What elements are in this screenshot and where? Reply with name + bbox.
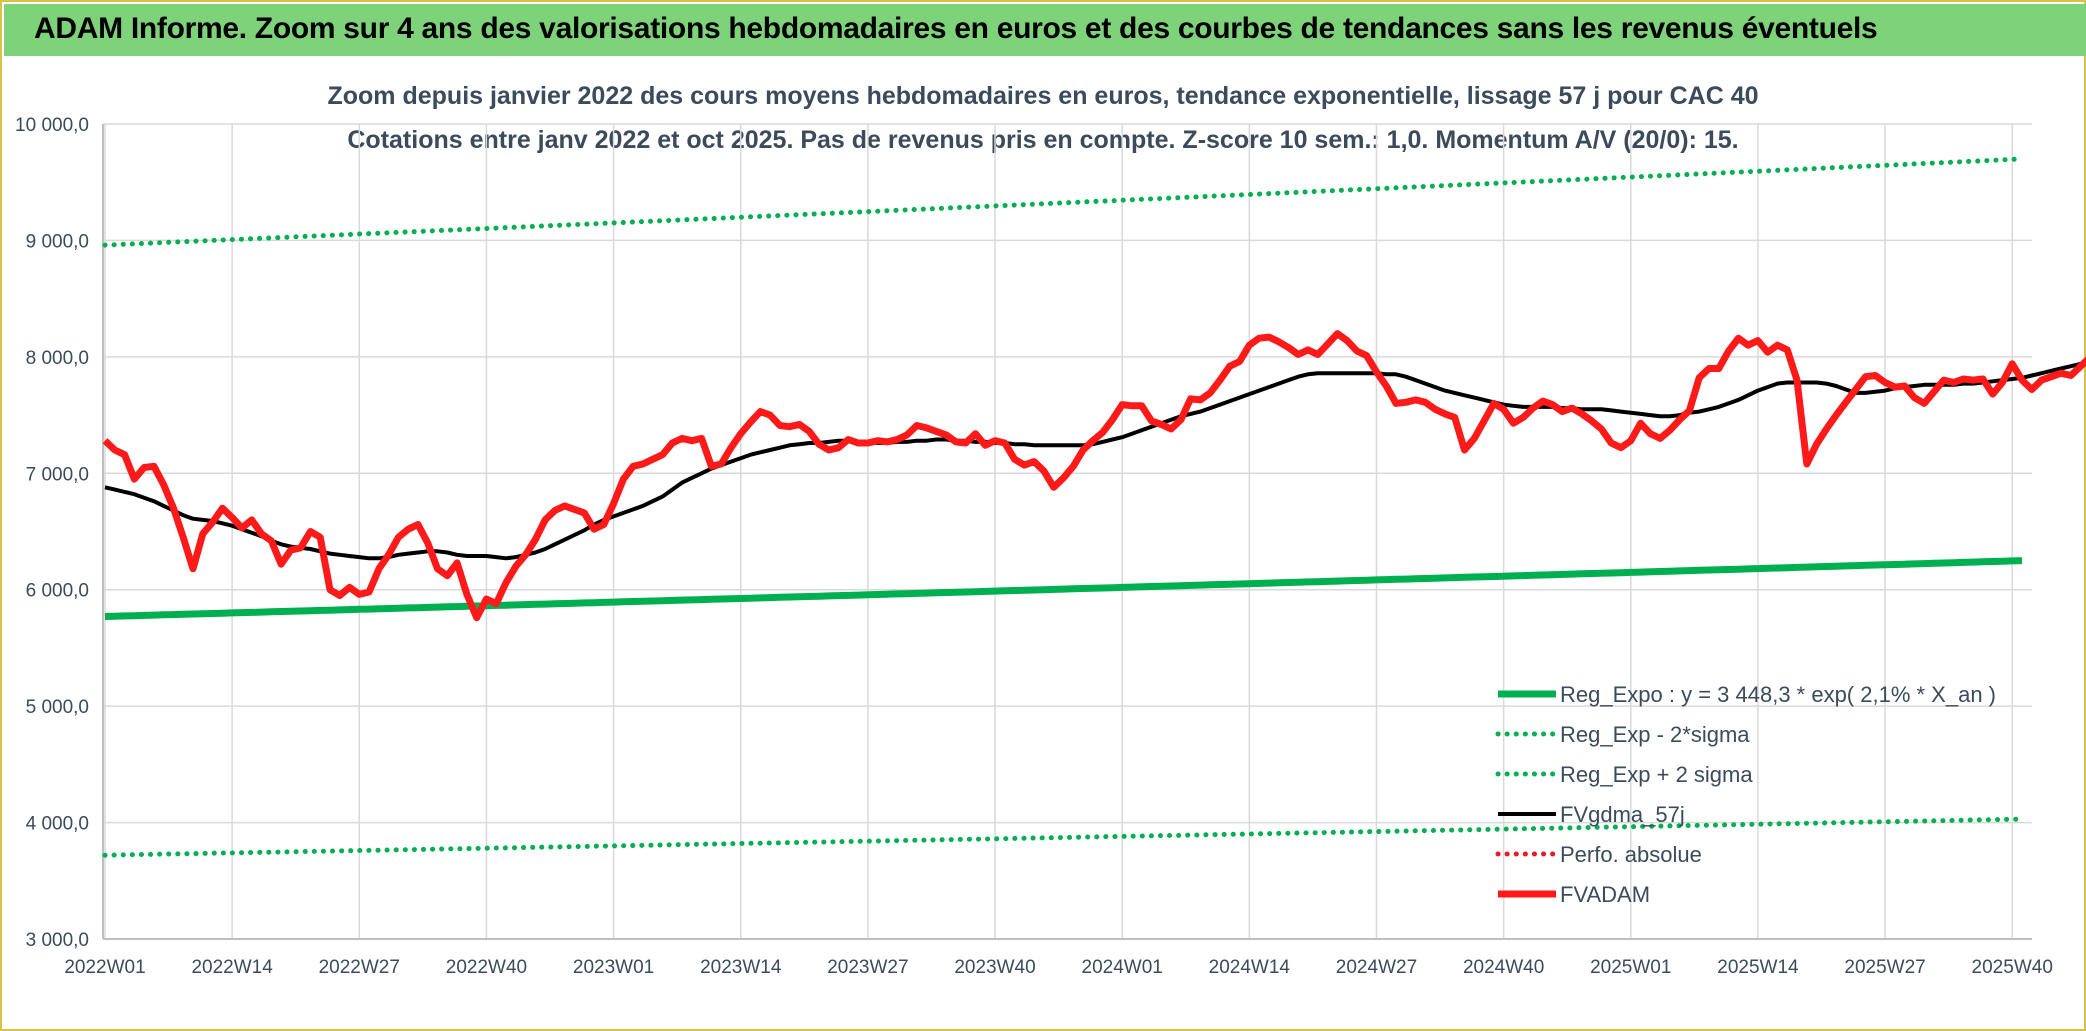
series-fvgdma-57j <box>104 360 2086 561</box>
x-tick-label: 2025W01 <box>1590 957 1671 978</box>
legend-label: FVADAM <box>1560 882 1650 907</box>
series-reg-exp-plus-2sigma <box>102 156 2025 248</box>
series-fvadam <box>102 330 2086 622</box>
legend-label: Reg_Expo : y = 3 448,3 * exp( 2,1% * X_a… <box>1560 682 1996 707</box>
title-banner: ADAM Informe. Zoom sur 4 ans des valoris… <box>4 4 2086 56</box>
series-reg-exp-minus-2sigma <box>102 816 2025 858</box>
x-tick-label: 2023W01 <box>573 957 654 978</box>
chart-subtitle: Cotations entre janv 2022 et oct 2025. P… <box>347 126 1739 154</box>
y-tick-label: 9 000,0 <box>26 231 89 252</box>
x-tick-label: 2025W40 <box>1972 957 2053 978</box>
series-reg-expo <box>104 557 2023 620</box>
legend-label: FVgdma_57j <box>1560 802 1685 827</box>
x-tick-label: 2024W01 <box>1082 957 1163 978</box>
x-tick-label: 2025W14 <box>1717 957 1799 978</box>
x-tick-label: 2024W27 <box>1336 957 1417 978</box>
x-tick-label: 2023W14 <box>700 957 782 978</box>
y-tick-label: 3 000,0 <box>26 930 89 951</box>
legend-label: Perfo. absolue <box>1560 842 1702 867</box>
legend-label: Reg_Exp + 2 sigma <box>1560 762 1753 787</box>
x-tick-label: 2022W40 <box>446 957 527 978</box>
y-tick-label: 4 000,0 <box>26 814 89 835</box>
y-tick-label: 8 000,0 <box>26 348 89 369</box>
banner-title: ADAM Informe. Zoom sur 4 ans des valoris… <box>34 12 1878 45</box>
x-tick-label: 2024W40 <box>1463 957 1544 978</box>
x-tick-label: 2023W27 <box>827 957 908 978</box>
x-tick-label: 2025W27 <box>1844 957 1925 978</box>
legend-label: Reg_Exp - 2*sigma <box>1560 722 1750 747</box>
x-tick-label: 2024W14 <box>1209 957 1291 978</box>
x-tick-label: 2022W14 <box>191 957 273 978</box>
y-tick-label: 5 000,0 <box>26 697 89 718</box>
x-tick-label: 2023W40 <box>954 957 1035 978</box>
x-tick-label: 2022W01 <box>64 957 145 978</box>
y-tick-label: 10 000,0 <box>15 115 89 136</box>
chart-title: Zoom depuis janvier 2022 des cours moyen… <box>327 82 1759 110</box>
y-tick-label: 6 000,0 <box>26 581 89 602</box>
x-tick-label: 2022W27 <box>319 957 400 978</box>
y-tick-label: 7 000,0 <box>26 464 89 485</box>
